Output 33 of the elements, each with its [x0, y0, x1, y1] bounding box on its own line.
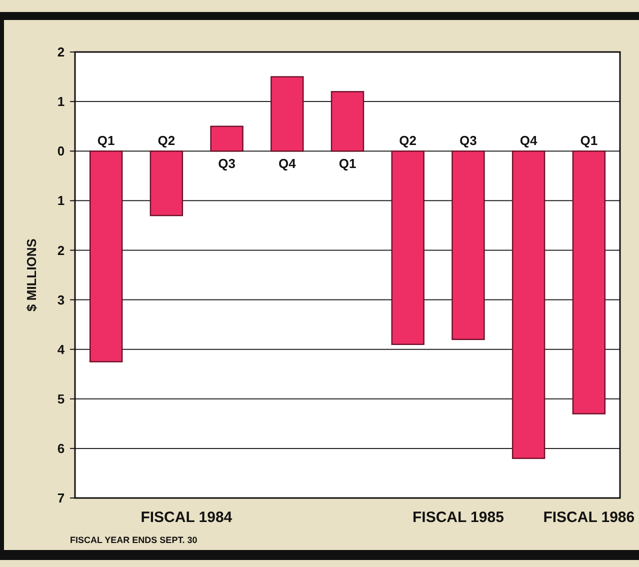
text: FISCAL 1986	[543, 509, 635, 526]
y-tick-label: 2	[57, 242, 65, 258]
y-tick-label: 4	[57, 342, 66, 357]
y-tick-label: 1	[57, 94, 65, 110]
x-tick-label: Q4	[278, 156, 297, 172]
y-tick-label: 2	[57, 44, 65, 60]
y-axis-title: $ MILLIONS	[24, 238, 39, 312]
text: FISCAL 1984	[140, 509, 233, 526]
x-tick-label: Q2	[158, 133, 176, 148]
bar	[391, 150, 424, 345]
bar	[452, 150, 485, 340]
bar	[150, 150, 184, 216]
y-tick-label: 3	[57, 292, 65, 308]
y-tick-label: 6	[57, 440, 65, 456]
y-tick-label: 1	[57, 193, 65, 208]
bar	[330, 91, 364, 152]
bar	[210, 126, 244, 152]
x-tick-label: Q1	[97, 133, 115, 148]
x-tick-label: Q3	[218, 156, 236, 172]
bar	[572, 150, 606, 414]
bar	[512, 150, 546, 459]
x-tick-label: Q1	[580, 133, 598, 148]
x-tick-label: Q3	[460, 133, 477, 148]
x-tick-label: Q2	[399, 133, 417, 148]
x-tick-label: Q4	[520, 133, 538, 148]
x-tick-label: Q1	[338, 156, 356, 172]
y-tick-label: 0	[57, 144, 65, 159]
bar	[270, 76, 304, 152]
text: FISCAL YEAR ENDS SEPT. 30	[70, 535, 198, 545]
y-tick-label: 5	[57, 391, 65, 406]
bar	[89, 150, 123, 362]
y-tick-label: 7	[57, 490, 65, 506]
text: FISCAL 1985	[412, 509, 504, 526]
